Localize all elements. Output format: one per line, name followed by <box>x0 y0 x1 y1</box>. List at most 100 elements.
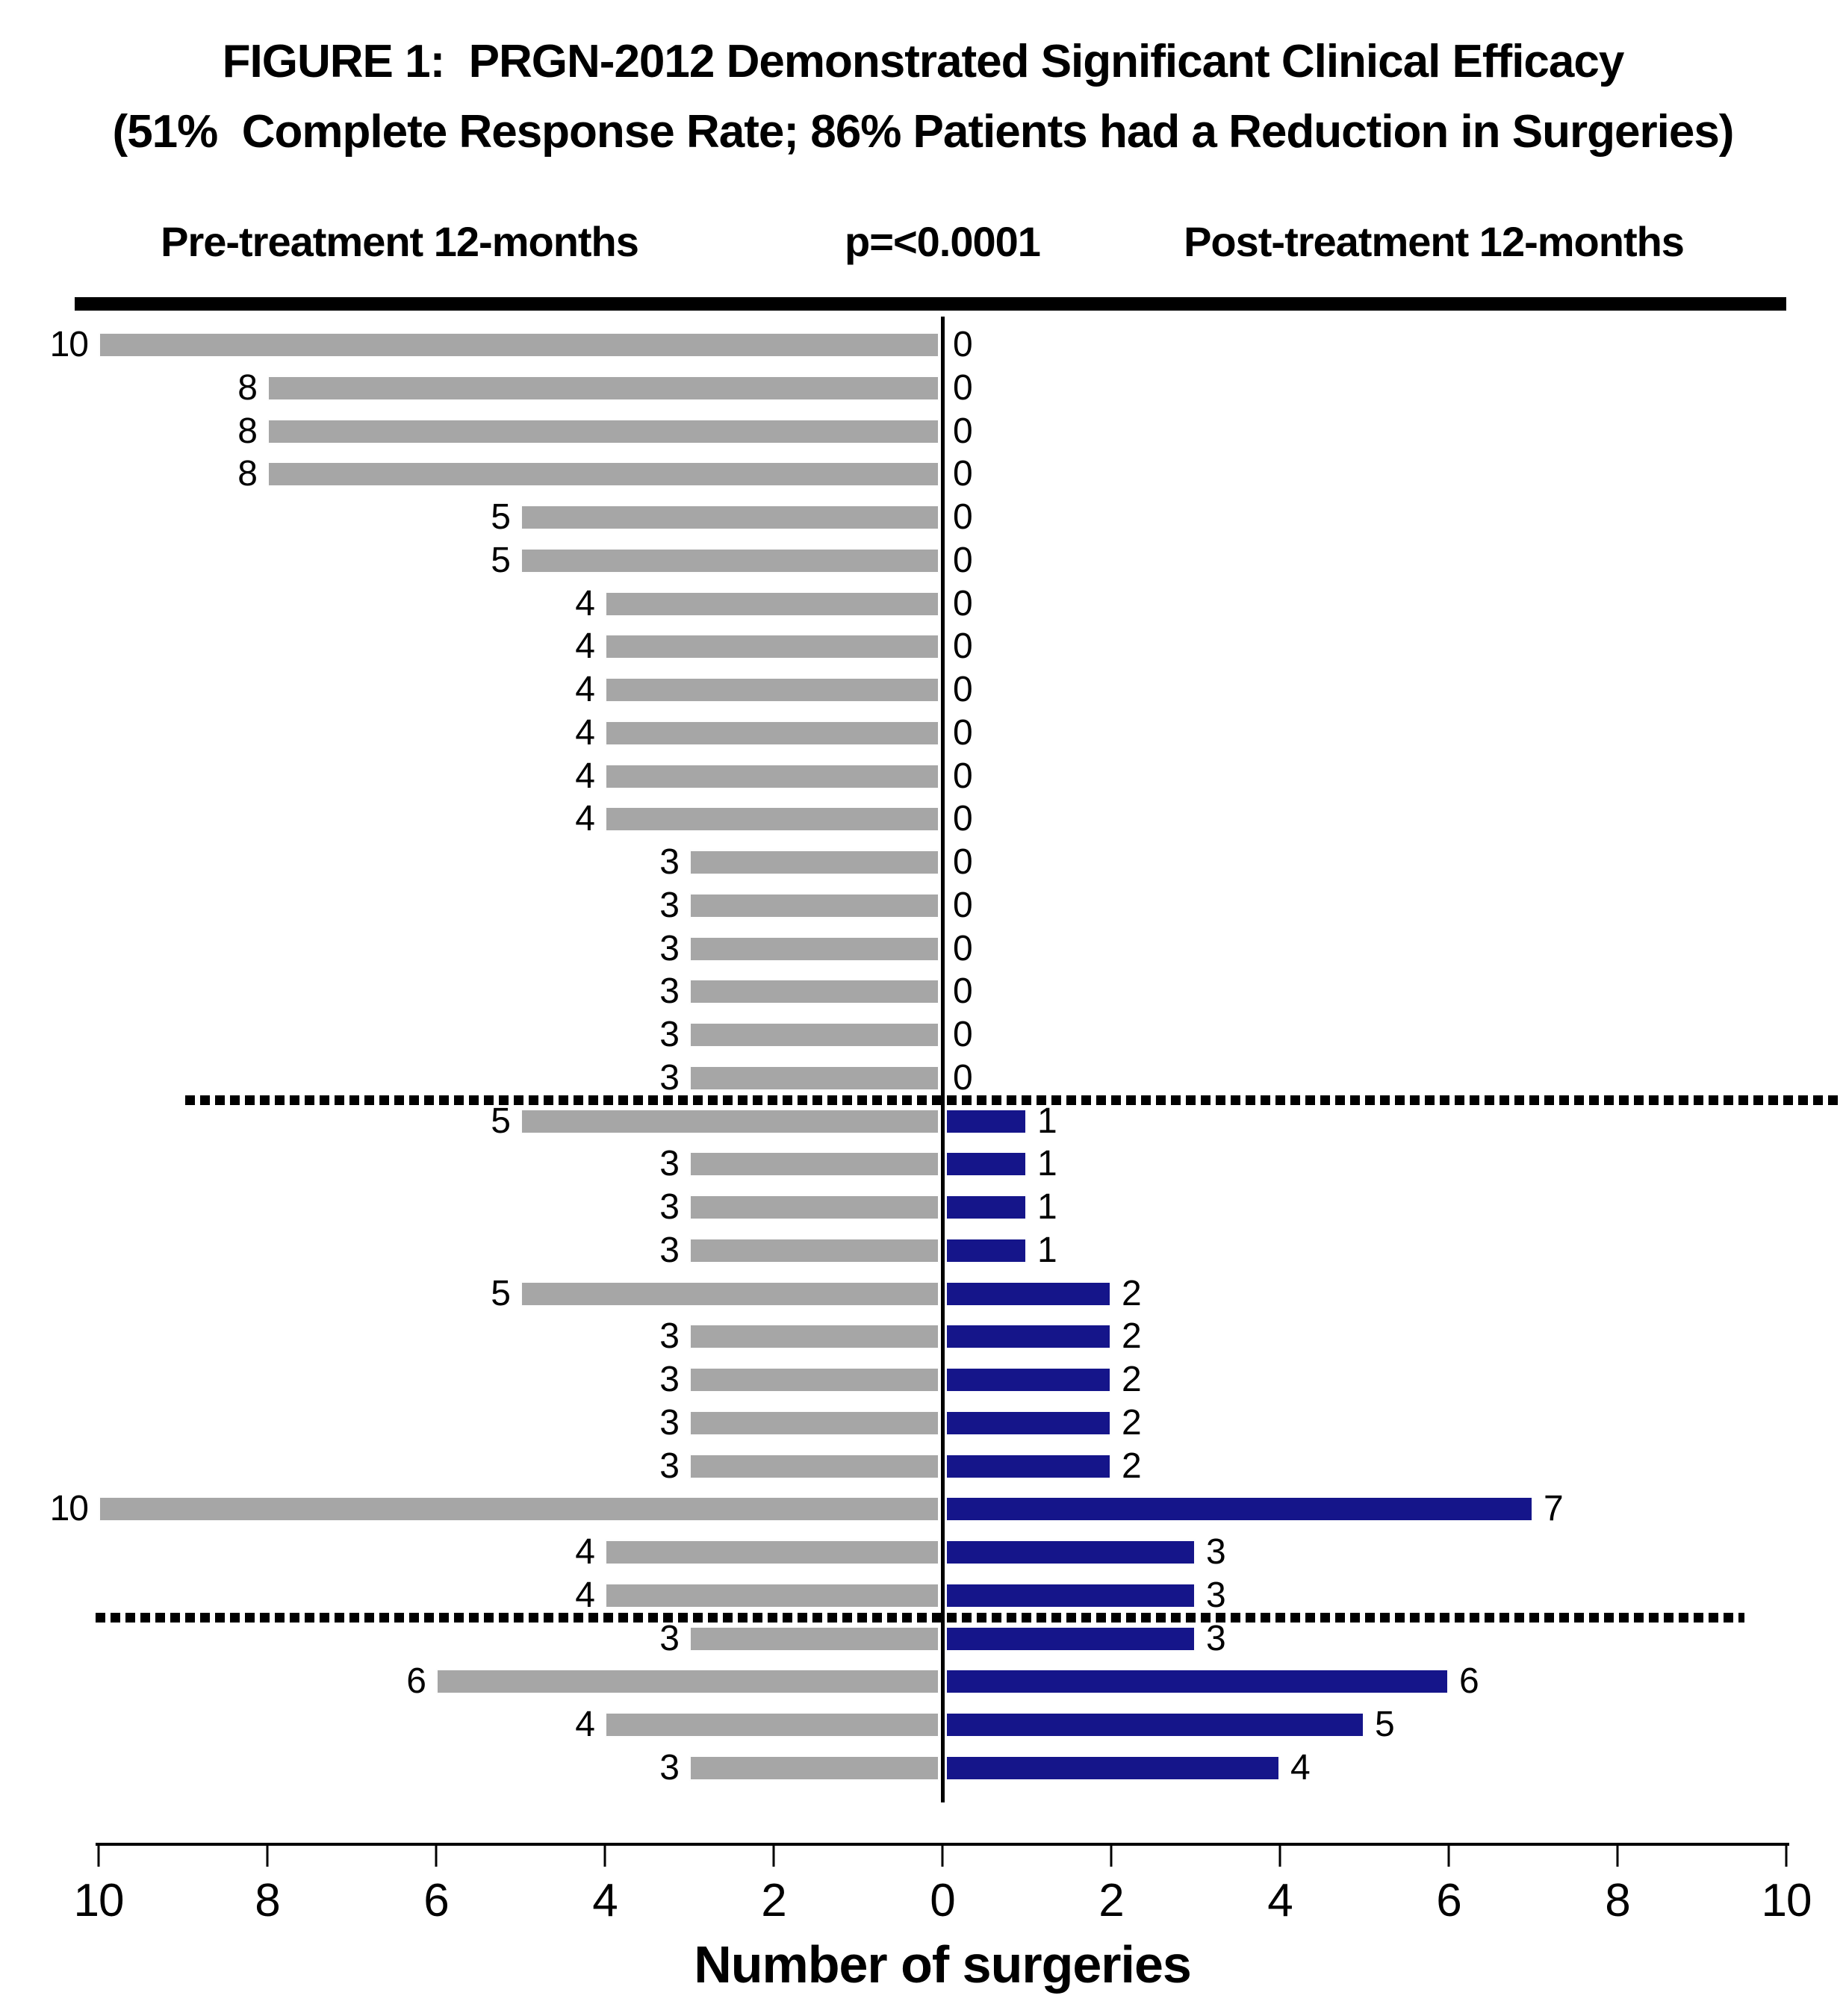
post-value-label: 5 <box>1375 1705 1395 1744</box>
pre-value-label: 3 <box>659 1187 680 1227</box>
post-value-label: 2 <box>1122 1273 1142 1313</box>
pre-value-label: 3 <box>659 1230 680 1270</box>
pre-value-label: 3 <box>659 1618 680 1658</box>
pre-value-label: 5 <box>491 1101 511 1141</box>
pre-value-label: 10 <box>49 1489 89 1529</box>
pre-treatment-bar <box>689 1453 939 1479</box>
pre-value-label: 4 <box>575 583 595 623</box>
post-value-label: 3 <box>1206 1618 1226 1658</box>
pre-treatment-bar <box>520 547 939 573</box>
pre-value-label: 8 <box>237 411 258 451</box>
pre-treatment-bar <box>99 1496 939 1522</box>
post-value-label: 1 <box>1037 1187 1057 1227</box>
pre-value-label: 4 <box>575 712 595 753</box>
pre-treatment-bar <box>605 677 939 703</box>
pre-value-label: 6 <box>406 1661 426 1702</box>
pre-treatment-bar <box>689 1625 939 1652</box>
pre-treatment-bar <box>689 1237 939 1263</box>
pre-treatment-bar <box>520 1108 939 1134</box>
post-treatment-bar <box>945 1410 1111 1436</box>
pre-treatment-bar <box>689 892 939 918</box>
x-axis-tick-label: 2 <box>1098 1875 1124 1926</box>
zero-baseline <box>941 317 945 1802</box>
pre-treatment-bar <box>689 1195 939 1220</box>
post-value-label: 0 <box>953 325 973 364</box>
pre-value-label: 3 <box>659 928 680 968</box>
post-treatment-bar <box>945 1281 1111 1307</box>
pre-value-label: 3 <box>659 1747 680 1788</box>
pre-value-label: 4 <box>575 626 595 667</box>
pre-treatment-bar <box>99 332 939 358</box>
pre-value-label: 4 <box>575 1705 595 1744</box>
x-axis-tick <box>1278 1846 1281 1867</box>
pre-treatment-bar <box>689 1367 939 1393</box>
post-value-label: 2 <box>1122 1316 1142 1357</box>
post-value-label: 0 <box>953 583 973 623</box>
pre-value-label: 4 <box>575 799 595 839</box>
x-axis-tick-label: 2 <box>761 1875 786 1926</box>
pre-value-label: 3 <box>659 1057 680 1098</box>
pre-treatment-bar <box>689 1151 939 1177</box>
pre-value-label: 5 <box>491 1273 511 1313</box>
post-value-label: 0 <box>953 756 973 796</box>
pre-treatment-bar <box>689 1022 939 1048</box>
post-treatment-bar <box>945 1108 1027 1134</box>
pre-treatment-bar <box>605 591 939 617</box>
post-value-label: 0 <box>953 1057 973 1098</box>
pre-treatment-bar <box>605 763 939 789</box>
pre-treatment-bar <box>267 375 939 401</box>
post-treatment-bar <box>945 1151 1027 1177</box>
post-value-label: 3 <box>1206 1575 1226 1615</box>
group-separator-line <box>96 1612 1744 1623</box>
figure-title-line-1: FIGURE 1: PRGN-2012 Demonstrated Signifi… <box>222 36 1625 87</box>
pre-value-label: 5 <box>491 540 511 580</box>
pre-treatment-bar <box>689 1065 939 1091</box>
pre-value-label: 4 <box>575 1575 595 1615</box>
post-treatment-header: Post-treatment 12-months <box>1184 218 1685 265</box>
pre-treatment-bar <box>520 505 939 530</box>
post-value-label: 2 <box>1122 1402 1142 1443</box>
post-treatment-bar <box>945 1625 1196 1652</box>
x-axis-tick <box>1616 1846 1619 1867</box>
pre-value-label: 3 <box>659 1316 680 1357</box>
post-value-label: 0 <box>953 540 973 580</box>
x-axis-line <box>96 1843 1789 1846</box>
post-value-label: 0 <box>953 971 973 1012</box>
pre-treatment-bar <box>520 1281 939 1307</box>
post-value-label: 0 <box>953 670 973 709</box>
pre-treatment-bar <box>689 1324 939 1350</box>
pre-treatment-bar <box>267 418 939 444</box>
post-treatment-bar <box>945 1582 1196 1608</box>
pre-value-label: 8 <box>237 367 258 408</box>
patient-row: 10 7 <box>0 1491 1846 1527</box>
pre-treatment-bar <box>436 1669 939 1695</box>
pre-value-label: 10 <box>49 325 89 364</box>
post-treatment-bar <box>945 1755 1280 1781</box>
pre-treatment-header: Pre-treatment 12-months <box>161 218 639 265</box>
x-axis-tick-label: 4 <box>1267 1875 1293 1926</box>
post-value-label: 0 <box>953 842 973 882</box>
post-value-label: 0 <box>953 454 973 494</box>
pre-treatment-bar <box>689 936 939 962</box>
post-value-label: 2 <box>1122 1360 1142 1399</box>
pre-treatment-bar <box>605 1712 939 1737</box>
